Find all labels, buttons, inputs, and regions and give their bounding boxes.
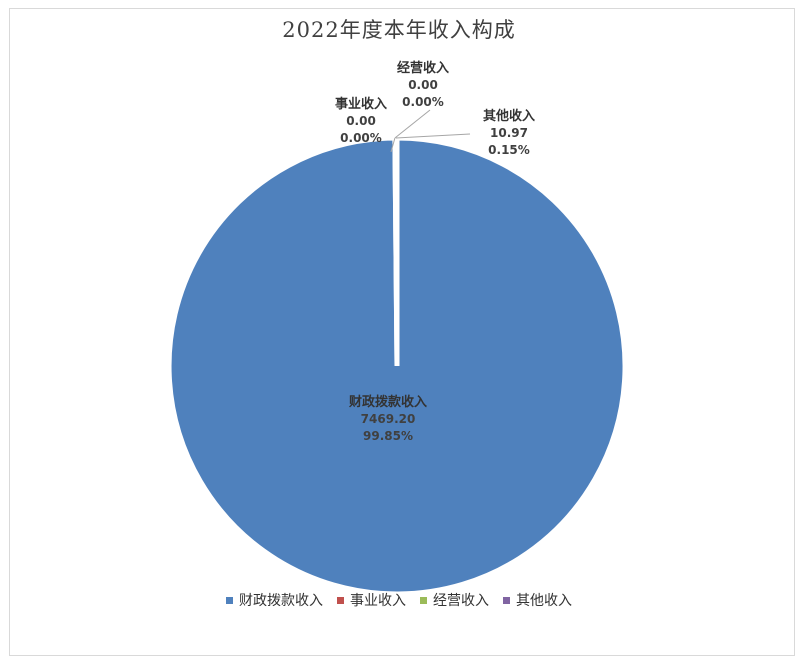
legend-swatch [226,596,233,604]
slice-value-label: 0.00 [408,78,438,92]
legend-swatch [337,596,344,604]
legend-item: 财政拨款收入 [226,590,323,610]
slice-value-label: 10.97 [490,126,528,140]
slice-percent-label: 0.15% [488,143,530,157]
slice-name-label: 经营收入 [397,60,449,76]
legend-label: 经营收入 [433,593,489,609]
chart-title: 2022年度本年收入构成 [282,18,516,42]
legend-label: 其他收入 [516,593,572,609]
slice-name-label: 其他收入 [483,108,535,124]
legend-swatch [420,596,427,604]
legend-label: 财政拨款收入 [239,593,323,609]
slice-value-label: 0.00 [346,114,376,128]
leader-line [390,137,396,153]
leader-line [395,133,471,139]
slice-percent-label: 0.00% [340,131,382,145]
legend-swatch [503,596,510,604]
legend-item: 事业收入 [337,590,406,610]
slice-name-label: 财政拨款收入 [349,394,427,410]
legend-item: 其他收入 [503,590,572,610]
slice-percent-label: 99.85% [363,429,413,443]
pie-slice [392,135,400,367]
legend-label: 事业收入 [350,593,406,609]
leader-line [394,109,431,139]
legend: 财政拨款收入 事业收入 经营收入 其他收入 [0,590,798,610]
slice-value-label: 7469.20 [361,412,416,426]
legend-item: 经营收入 [420,590,489,610]
slice-name-label: 事业收入 [335,96,387,112]
slice-percent-label: 0.00% [402,95,444,109]
